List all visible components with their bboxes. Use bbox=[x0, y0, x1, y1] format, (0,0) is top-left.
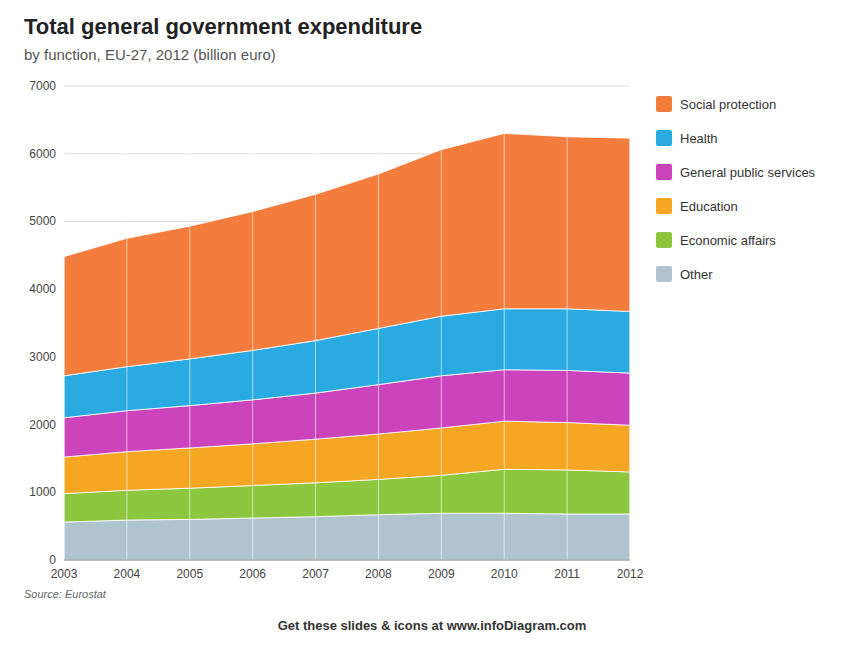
x-grid-line bbox=[189, 86, 190, 560]
x-tick-label: 2009 bbox=[428, 567, 455, 581]
y-tick-label: 0 bbox=[49, 553, 56, 567]
y-tick-label: 4000 bbox=[29, 282, 56, 296]
x-tick-label: 2004 bbox=[114, 567, 141, 581]
legend-swatch bbox=[656, 164, 672, 180]
y-grid-line bbox=[64, 560, 630, 561]
legend-item: Other bbox=[656, 266, 713, 282]
y-tick-label: 5000 bbox=[29, 214, 56, 228]
footer: Get these slides & icons at www.infoDiag… bbox=[278, 618, 587, 633]
x-tick-label: 2007 bbox=[302, 567, 329, 581]
subtitle: by function, EU-27, 2012 (billion euro) bbox=[24, 46, 276, 63]
legend-label: Social protection bbox=[680, 97, 776, 112]
x-tick-label: 2005 bbox=[176, 567, 203, 581]
x-grid bbox=[64, 86, 630, 560]
legend-label: Economic affairs bbox=[680, 233, 776, 248]
x-grid-line bbox=[126, 86, 127, 560]
legend-label: Education bbox=[680, 199, 738, 214]
y-tick-label: 3000 bbox=[29, 350, 56, 364]
source: Source: Eurostat bbox=[24, 588, 107, 600]
legend-swatch bbox=[656, 130, 672, 146]
y-tick-label: 7000 bbox=[29, 79, 56, 93]
x-grid-line bbox=[315, 86, 316, 560]
legend-label: General public services bbox=[680, 165, 816, 180]
x-tick-label: 2006 bbox=[239, 567, 266, 581]
legend-swatch bbox=[656, 96, 672, 112]
x-tick-label: 2010 bbox=[491, 567, 518, 581]
legend: Social protection Health General public se… bbox=[656, 96, 816, 282]
x-tick-label: 2008 bbox=[365, 567, 392, 581]
y-grid-line bbox=[64, 86, 630, 87]
x-grid-line bbox=[504, 86, 505, 560]
legend-swatch bbox=[656, 198, 672, 214]
chart: Total general government expenditure by f… bbox=[0, 0, 864, 645]
x-grid-line bbox=[252, 86, 253, 560]
title: Total general government expenditure bbox=[24, 14, 422, 39]
legend-item: Social protection bbox=[656, 96, 776, 112]
legend-item: Education bbox=[656, 198, 738, 214]
x-grid-line bbox=[567, 86, 568, 560]
areas bbox=[64, 133, 630, 560]
legend-label: Health bbox=[680, 131, 718, 146]
area bbox=[64, 513, 630, 560]
legend-swatch bbox=[656, 232, 672, 248]
y-tick-label: 2000 bbox=[29, 418, 56, 432]
legend-swatch bbox=[656, 266, 672, 282]
legend-item: Health bbox=[656, 130, 718, 146]
area bbox=[64, 133, 630, 375]
legend-label: Other bbox=[680, 267, 713, 282]
x-grid-line bbox=[630, 86, 631, 560]
y-tick-label: 6000 bbox=[29, 147, 56, 161]
x-tick-label: 2011 bbox=[554, 567, 580, 581]
grid bbox=[64, 86, 630, 560]
x-tick-label: 2012 bbox=[617, 567, 644, 581]
x-grid-line bbox=[378, 86, 379, 560]
legend-item: General public services bbox=[656, 164, 816, 180]
y-tick-label: 1000 bbox=[29, 485, 56, 499]
x-axis-line bbox=[64, 560, 630, 561]
x-tick-label: 2003 bbox=[51, 567, 78, 581]
legend-item: Economic affairs bbox=[656, 232, 776, 248]
x-grid-line bbox=[441, 86, 442, 560]
x-grid-line bbox=[64, 86, 65, 560]
